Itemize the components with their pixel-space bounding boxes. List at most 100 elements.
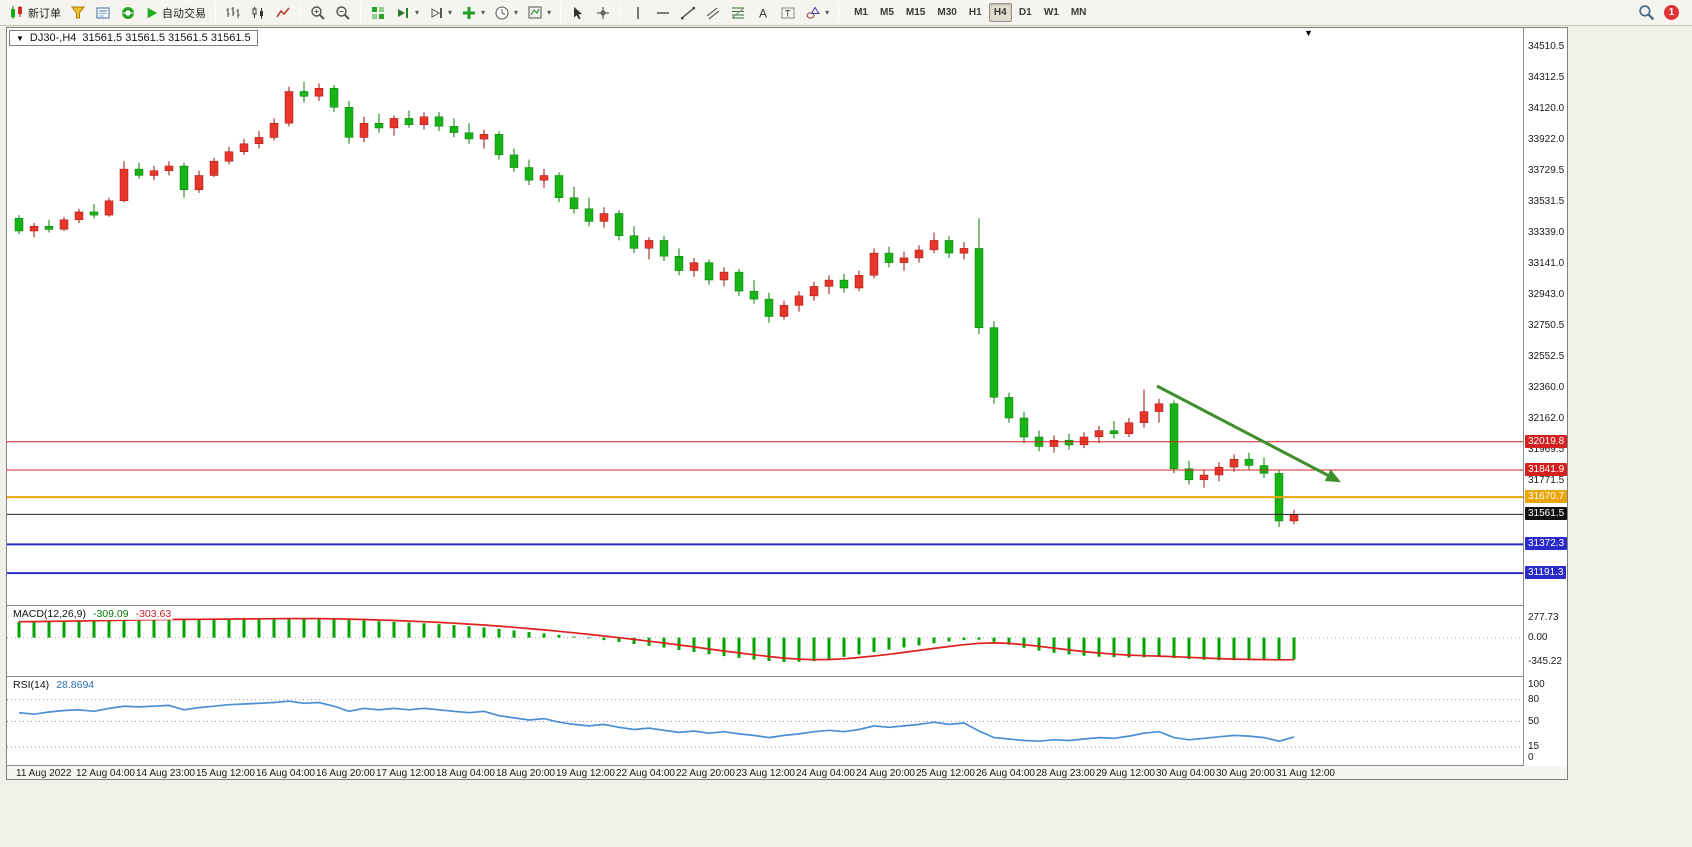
time-axis-label: 30 Aug 04:00 (1156, 768, 1215, 779)
timeframe-button-w1[interactable]: W1 (1043, 7, 1059, 18)
trendline-icon (681, 6, 696, 19)
time-axis-label: 25 Aug 12:00 (916, 768, 975, 779)
dropdown-arrow: ▾ (448, 8, 453, 17)
macd-signal-line (18, 617, 1295, 661)
rsi-line (18, 700, 1295, 743)
timeframe-button-h4[interactable]: H4 (988, 3, 1012, 22)
auto-scroll-button[interactable]: ▾ (391, 2, 423, 24)
arrows-button[interactable]: ▾ (801, 2, 833, 24)
time-axis-label: 24 Aug 20:00 (856, 768, 915, 779)
timeframe-button-m15[interactable]: M15 (905, 7, 926, 18)
channel-button[interactable] (701, 2, 725, 24)
periods-button[interactable]: ▾ (490, 2, 522, 24)
vertical-line-button[interactable] (626, 2, 650, 24)
timeframe-button-mn[interactable]: MN (1070, 7, 1087, 18)
price-axis-label: 31969.5 (1528, 444, 1565, 455)
price-axis-label: 34510.5 (1528, 41, 1565, 52)
time-axis-label: 14 Aug 23:00 (136, 768, 195, 779)
trendline-button[interactable] (676, 2, 700, 24)
cursor-button[interactable] (566, 2, 590, 24)
price-axis-separator (1523, 28, 1524, 766)
filter-button[interactable] (66, 2, 90, 24)
svg-text:A: A (759, 6, 767, 20)
chart-shift-marker[interactable]: ▼ (1304, 28, 1313, 38)
macd-main-value: -309.09 (92, 608, 129, 620)
chart-shift-button[interactable]: ▾ (424, 2, 456, 24)
dropdown-arrow: ▾ (481, 8, 486, 17)
ohlc-collapse-icon[interactable]: ▼ (16, 33, 24, 43)
text-icon: A (759, 6, 767, 20)
tile-windows-button[interactable] (366, 2, 390, 24)
main-toolbar: 新订单 自动交易 ▾ ▾ ▾ (0, 0, 1692, 26)
price-chart-canvas[interactable] (7, 28, 1523, 605)
horizontal-line-icon (657, 11, 670, 14)
time-axis[interactable]: 11 Aug 2022 12 Aug 04:00 14 Aug 23:00 15 Au… (7, 766, 1567, 779)
rsi-axis-label: 50 (1528, 716, 1540, 727)
trend-arrow-head (1324, 469, 1341, 483)
price-tag: 32019.8 (1525, 435, 1567, 448)
timeframe-button-m1[interactable]: M1 (854, 7, 868, 18)
time-axis-label: 18 Aug 04:00 (436, 768, 495, 779)
text-label-icon: T (781, 7, 795, 18)
time-axis-label: 28 Aug 23:00 (1036, 768, 1095, 779)
line-chart-button[interactable] (271, 2, 295, 24)
bar-chart-button[interactable] (221, 2, 245, 24)
autotrading-button[interactable]: 自动交易 (141, 2, 210, 24)
vertical-line-icon (637, 6, 639, 19)
new-order-button[interactable]: 新订单 (5, 2, 65, 24)
indicators-button[interactable]: ▾ (457, 2, 489, 24)
periods-icon (495, 6, 509, 19)
horizontal-line-button[interactable] (651, 2, 675, 24)
price-tag: 31841.9 (1525, 463, 1567, 476)
macd-axis-label: 0.00 (1528, 632, 1548, 643)
price-axis-label: 34120.0 (1528, 103, 1565, 114)
price-axis-label: 34312.5 (1528, 72, 1565, 83)
templates-button[interactable]: ▾ (523, 2, 555, 24)
panel-splitter[interactable] (7, 765, 1567, 766)
price-axis[interactable]: 34510.5 34312.5 34120.0 33922.0 33729.5 33531… (1524, 28, 1567, 766)
macd-signal-value: -303.63 (135, 608, 172, 620)
notification-badge[interactable]: 1 (1664, 5, 1679, 20)
candlestick-chart-button[interactable] (246, 2, 270, 24)
time-axis-label: 24 Aug 04:00 (796, 768, 855, 779)
zoom-out-button[interactable] (331, 2, 355, 24)
price-axis-label: 32162.0 (1528, 413, 1565, 424)
channel-icon (706, 7, 720, 19)
time-axis-label: 30 Aug 20:00 (1216, 768, 1275, 779)
timeframe-button-d1[interactable]: D1 (1018, 7, 1032, 18)
toolbar-separator (300, 3, 301, 22)
fibonacci-button[interactable] (726, 2, 750, 24)
zoom-in-icon (311, 5, 325, 20)
candlestick-chart-icon (252, 6, 263, 19)
panel-splitter[interactable] (7, 605, 1567, 606)
cursor-icon (574, 6, 583, 19)
text-label-button[interactable]: T (776, 2, 800, 24)
time-axis-label: 22 Aug 04:00 (616, 768, 675, 779)
toolbar-separator (360, 3, 361, 22)
indicators-icon (463, 6, 476, 19)
timeframe-button-m5[interactable]: M5 (880, 7, 894, 18)
panel-splitter[interactable] (7, 676, 1567, 677)
price-axis-label: 33339.0 (1528, 227, 1565, 238)
rsi-axis-label: 80 (1528, 694, 1540, 705)
auto-scroll-icon (398, 7, 408, 18)
rsi-axis-label: 15 (1528, 741, 1540, 752)
price-axis-label: 31771.5 (1528, 475, 1565, 486)
timeframe-button-h1[interactable]: H1 (968, 7, 982, 18)
accounts-button[interactable] (91, 2, 115, 24)
time-axis-label: 19 Aug 12:00 (556, 768, 615, 779)
community-button[interactable] (116, 2, 140, 24)
rsi-canvas[interactable] (7, 677, 1523, 765)
macd-canvas[interactable] (7, 606, 1523, 676)
zoom-in-button[interactable] (306, 2, 330, 24)
time-axis-label: 15 Aug 12:00 (196, 768, 255, 779)
timeframe-button-m30[interactable]: M30 (937, 7, 957, 18)
crosshair-button[interactable] (591, 2, 615, 24)
time-axis-label: 23 Aug 12:00 (736, 768, 795, 779)
search-icon[interactable] (1638, 4, 1655, 21)
zoom-out-icon (336, 5, 350, 20)
chart-title-tab: ▼ DJ30-,H4 31561.5 31561.5 31561.5 31561… (9, 30, 258, 46)
bar-chart-icon (226, 6, 240, 18)
text-button[interactable]: A (751, 2, 775, 24)
time-axis-label: 18 Aug 20:00 (496, 768, 555, 779)
